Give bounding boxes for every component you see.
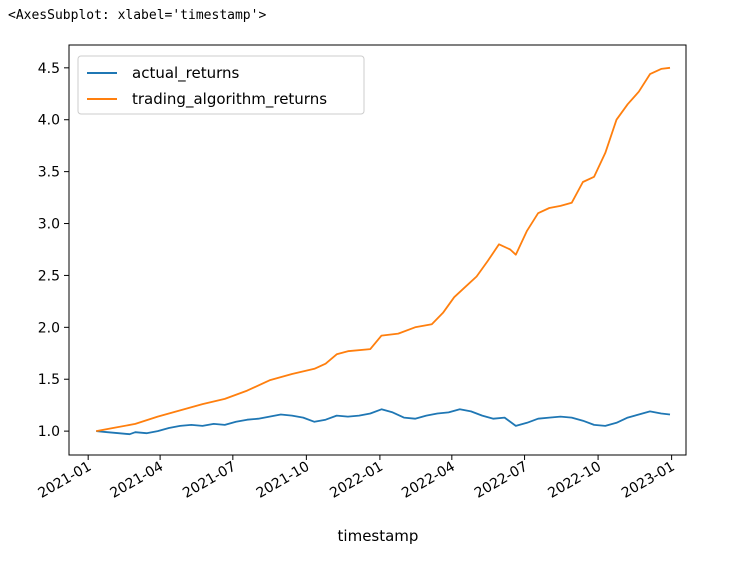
legend-label-trading-algorithm-returns: trading_algorithm_returns	[132, 90, 327, 109]
series-line-trading-algorithm-returns	[96, 66, 671, 432]
y-tick-label: 4.0	[38, 113, 60, 129]
y-tick-label: 1.0	[38, 424, 60, 440]
y-tick-label: 3.0	[38, 217, 60, 233]
x-tick-label: 2022-01	[327, 459, 386, 502]
legend: actual_returns trading_algorithm_returns	[77, 55, 365, 115]
x-tick-label: 2022-07	[472, 459, 531, 502]
x-tick-label: 2021-04	[107, 459, 166, 502]
series-line-actual-returns	[96, 408, 671, 436]
x-tick-label: 2022-10	[545, 459, 604, 502]
output-repr-text: <AxesSubplot: xlabel='timestamp'>	[8, 8, 267, 23]
y-tick-label: 2.0	[38, 320, 60, 336]
x-tick-label: 2023-01	[619, 459, 678, 502]
legend-box	[77, 55, 365, 115]
x-axis-label: timestamp	[338, 527, 419, 545]
x-tick-label: 2021-01	[36, 459, 95, 502]
legend-label-actual-returns: actual_returns	[132, 64, 240, 83]
x-tick-label: 2021-10	[254, 459, 313, 502]
y-tick-label: 4.5	[38, 61, 60, 77]
plot-area-frame	[68, 44, 687, 456]
series-layer	[96, 66, 671, 436]
y-tick-label: 2.5	[38, 268, 60, 284]
x-axis-ticks: 2021-01 2021-04 2021-07 2021-10 2022-01 2022-…	[36, 455, 678, 502]
y-tick-label: 1.5	[38, 372, 60, 388]
x-tick-label: 2021-07	[180, 459, 239, 502]
y-tick-label: 3.5	[38, 165, 60, 181]
x-tick-label: 2022-04	[399, 459, 458, 502]
y-axis-ticks: 1.0 1.5 2.0 2.5 3.0 3.5 4.0 4.5	[38, 61, 69, 440]
